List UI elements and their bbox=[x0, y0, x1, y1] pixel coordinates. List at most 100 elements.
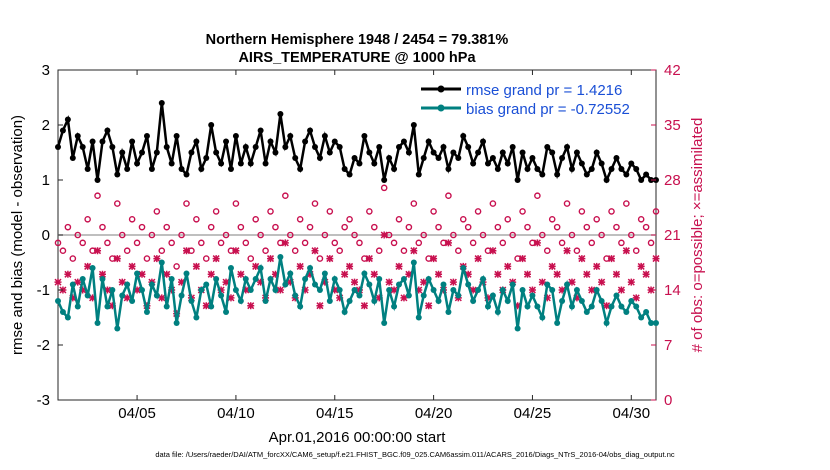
obs-possible-marker bbox=[366, 208, 373, 215]
bias-marker bbox=[593, 287, 600, 293]
rmse-marker bbox=[455, 155, 462, 161]
obs-possible-marker bbox=[524, 223, 531, 231]
bias-marker bbox=[583, 309, 590, 315]
bias-marker bbox=[613, 292, 620, 299]
obs-assimilated-marker bbox=[523, 270, 532, 278]
obs-assimilated-marker bbox=[326, 255, 334, 263]
obs-assimilated-marker bbox=[336, 294, 344, 302]
obs-assimilated-marker bbox=[74, 278, 82, 286]
bias-marker bbox=[430, 287, 437, 293]
rmse-marker bbox=[252, 144, 259, 150]
rmse-marker bbox=[643, 171, 650, 178]
rmse-marker bbox=[178, 166, 185, 172]
obs-possible-marker bbox=[385, 231, 393, 239]
rmse-marker bbox=[489, 155, 496, 161]
rmse-marker bbox=[396, 144, 403, 150]
obs-assimilated-marker bbox=[415, 286, 423, 294]
y-right-tick-label: 14 bbox=[664, 282, 681, 299]
bias-marker bbox=[564, 281, 571, 288]
rmse-marker bbox=[262, 160, 269, 167]
obs-possible-marker bbox=[163, 223, 171, 231]
obs-possible-marker bbox=[445, 192, 452, 200]
rmse-marker bbox=[302, 138, 309, 145]
obs-possible-marker bbox=[222, 231, 230, 239]
obs-assimilated-marker bbox=[578, 255, 586, 263]
rmse-marker bbox=[430, 149, 437, 156]
obs-assimilated-marker bbox=[138, 270, 146, 278]
bias-marker bbox=[559, 298, 566, 304]
obs-assimilated-marker bbox=[622, 247, 630, 255]
x-tick-label: 04/05 bbox=[118, 405, 156, 422]
bias-marker bbox=[134, 270, 141, 277]
rmse-marker bbox=[514, 177, 521, 183]
chart-title: Northern Hemisphere 1948 / 2454 = 79.381… bbox=[206, 32, 509, 48]
bias-marker bbox=[638, 314, 645, 321]
rmse-marker bbox=[223, 138, 230, 145]
rmse-marker bbox=[277, 111, 284, 117]
obs-assimilated-marker bbox=[237, 270, 245, 278]
obs-assimilated-marker bbox=[642, 270, 650, 278]
obs-possible-marker bbox=[123, 247, 131, 255]
obs-assimilated-marker bbox=[103, 286, 111, 294]
obs-assimilated-marker bbox=[548, 262, 556, 270]
obs-assimilated-marker bbox=[158, 294, 166, 302]
obs-assimilated-marker bbox=[370, 270, 378, 278]
bias-marker bbox=[119, 292, 126, 299]
rmse-marker bbox=[504, 160, 511, 167]
rmse-marker bbox=[282, 144, 289, 150]
obs-assimilated-marker bbox=[494, 270, 502, 278]
obs-assimilated-marker bbox=[94, 247, 102, 255]
obs-assimilated-marker bbox=[123, 294, 131, 302]
obs-assimilated-marker bbox=[583, 270, 591, 278]
obs-assimilated-marker bbox=[306, 270, 314, 278]
bias-marker bbox=[104, 303, 111, 310]
y-right-tick-label: 35 bbox=[664, 117, 681, 134]
obs-possible-marker bbox=[504, 215, 512, 223]
obs-possible-marker bbox=[351, 231, 358, 239]
bias-marker bbox=[257, 265, 264, 271]
obs-possible-marker bbox=[84, 215, 91, 223]
obs-assimilated-marker bbox=[331, 286, 339, 294]
bias-marker bbox=[262, 298, 269, 304]
rmse-marker bbox=[445, 166, 452, 172]
obs-assimilated-marker bbox=[182, 247, 191, 255]
legend-rmse-label: rmse grand pr = 1.4216 bbox=[466, 82, 622, 99]
bias-marker bbox=[489, 292, 496, 299]
obs-assimilated-marker bbox=[593, 262, 601, 270]
obs-possible-marker bbox=[118, 231, 126, 239]
obs-possible-marker bbox=[356, 239, 363, 247]
rmse-marker bbox=[74, 133, 81, 139]
obs-possible-marker bbox=[188, 247, 195, 255]
obs-possible-marker bbox=[459, 215, 467, 223]
rmse-marker bbox=[628, 160, 635, 167]
y-axis-right-label: # of obs: o=possible; ×=assimilated bbox=[689, 118, 706, 353]
rmse-marker bbox=[544, 144, 551, 150]
rmse-marker bbox=[109, 144, 116, 150]
obs-possible-marker bbox=[286, 231, 294, 239]
obs-assimilated-marker bbox=[286, 278, 294, 286]
obs-assimilated-marker bbox=[588, 286, 596, 294]
rmse-marker bbox=[588, 166, 595, 172]
obs-possible-marker bbox=[148, 231, 156, 239]
obs-possible-marker bbox=[282, 192, 289, 200]
obs-assimilated-marker bbox=[430, 255, 438, 263]
rmse-marker bbox=[470, 160, 477, 167]
obs-assimilated-marker bbox=[266, 255, 275, 263]
obs-assimilated-marker bbox=[242, 286, 250, 294]
rmse-marker bbox=[598, 160, 605, 167]
obs-assimilated-marker bbox=[301, 286, 309, 294]
series-layer bbox=[55, 100, 659, 332]
obs-assimilated-marker bbox=[64, 270, 72, 278]
bias-marker bbox=[396, 281, 403, 288]
rmse-marker bbox=[608, 166, 615, 172]
obs-assimilated-marker bbox=[79, 286, 87, 294]
obs-possible-marker bbox=[341, 223, 348, 231]
obs-possible-marker bbox=[346, 215, 353, 223]
x-tick-label: 04/20 bbox=[415, 405, 453, 422]
bias-marker bbox=[109, 287, 116, 293]
rmse-marker bbox=[564, 144, 571, 150]
rmse-marker bbox=[173, 133, 180, 139]
x-axis-label: Apr.01,2016 00:00:00 start bbox=[269, 429, 447, 446]
obs-possible-marker bbox=[578, 208, 586, 215]
obs-assimilated-marker bbox=[538, 278, 546, 286]
